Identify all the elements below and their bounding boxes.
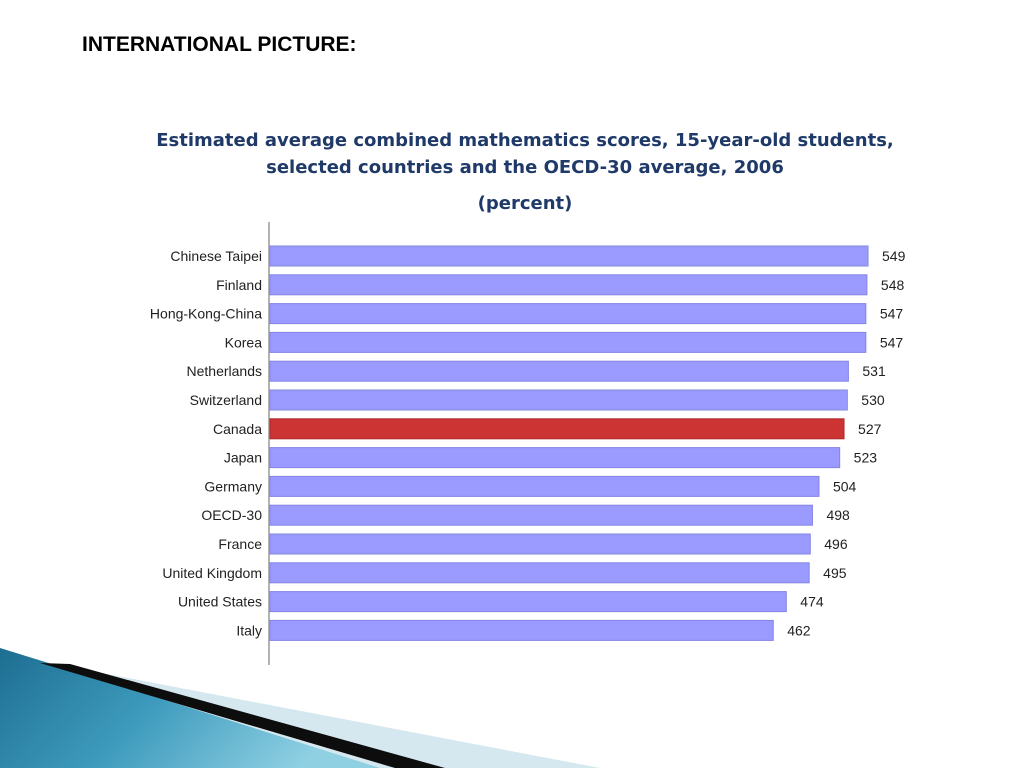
category-label: Hong-Kong-China xyxy=(150,306,262,322)
bar-germany xyxy=(269,475,820,497)
bar-italy xyxy=(269,619,774,641)
bar-finland xyxy=(269,274,868,296)
value-label: 531 xyxy=(862,363,886,379)
category-label: Italy xyxy=(236,622,262,638)
category-label: Germany xyxy=(204,478,262,494)
category-label: Switzerland xyxy=(190,392,262,408)
value-label: 496 xyxy=(824,536,848,552)
value-label: 527 xyxy=(858,421,882,437)
bars-group: Chinese Taipei 549 Finland 548 Hong-Kong-Chi… xyxy=(150,245,906,641)
value-label: 549 xyxy=(882,248,906,264)
value-label: 548 xyxy=(881,277,905,293)
bar-oecd-30 xyxy=(269,504,813,526)
bar-japan xyxy=(269,447,841,469)
bar-switzerland xyxy=(269,389,848,411)
category-label: United States xyxy=(178,594,262,610)
value-label: 530 xyxy=(861,392,885,408)
decor-dark-stripe xyxy=(40,663,445,768)
bar-united-states xyxy=(269,591,787,613)
chart-title-line1: Estimated average combined mathematics s… xyxy=(156,130,894,151)
bar-netherlands xyxy=(269,360,849,382)
bar-korea xyxy=(269,331,867,353)
category-label: OECD-30 xyxy=(201,507,262,523)
category-label: United Kingdom xyxy=(162,565,262,581)
value-label: 547 xyxy=(880,306,904,322)
category-label: Chinese Taipei xyxy=(170,248,262,264)
value-label: 523 xyxy=(854,450,878,466)
category-label: Netherlands xyxy=(187,363,263,379)
value-label: 462 xyxy=(787,622,811,638)
value-label: 547 xyxy=(880,334,904,350)
chart-title-line2: selected countries and the OECD-30 avera… xyxy=(266,157,784,178)
bar-canada xyxy=(269,418,845,440)
category-label: Finland xyxy=(216,277,262,293)
value-label: 498 xyxy=(826,507,850,523)
category-label: Korea xyxy=(225,334,263,350)
category-label: Japan xyxy=(224,450,262,466)
bar-chinese-taipei xyxy=(269,245,869,267)
category-label: France xyxy=(218,536,262,552)
value-label: 474 xyxy=(800,594,824,610)
chart-subtitle: (percent) xyxy=(477,193,573,214)
category-label: Canada xyxy=(213,421,262,437)
slide-heading: INTERNATIONAL PICTURE: xyxy=(82,33,357,56)
value-label: 504 xyxy=(833,478,857,494)
value-label: 495 xyxy=(823,565,847,581)
bar-hong-kong-china xyxy=(269,303,867,325)
bar-united-kingdom xyxy=(269,562,810,584)
bar-france xyxy=(269,533,811,555)
